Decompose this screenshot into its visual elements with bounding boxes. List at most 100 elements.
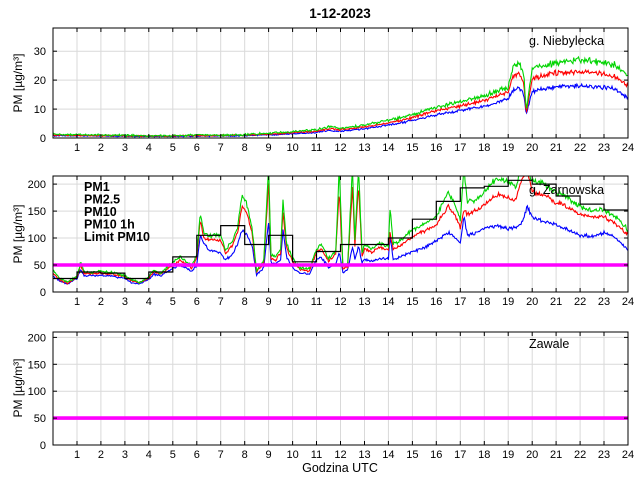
station-label-zawale: Zawale [529,337,569,351]
x-tick-label: 8 [242,142,248,154]
tick-labels: 1 2 3 4 5 6 7 8 9 10 11 12 13 14 15 16 17 18 19 20 21 22 23 240… [28,179,634,308]
y-tick-label: 50 [34,260,46,272]
x-tick-label: 3 [122,449,128,461]
x-tick-label: 5 [170,449,176,461]
y-tick-label: 150 [28,359,46,371]
x-tick-label: 21 [550,449,562,461]
x-tick-label: 18 [478,142,490,154]
x-tick-label: 20 [526,296,538,308]
y-tick-label: 100 [28,233,46,245]
x-tick-label: 9 [266,449,272,461]
x-tick-label: 21 [550,142,562,154]
x-tick-label: 11 [311,142,322,154]
y-tick-label: 30 [34,46,46,58]
x-tick-label: 20 [526,142,538,154]
legend-item-pm2-5: PM2.5 [84,193,120,207]
x-tick-label: 4 [146,296,152,308]
subplot-1: 1 2 3 4 5 6 7 8 9 10 11 12 13 14 15 16 17 18 19 20 21 22 23 240… [34,27,634,154]
y-axis-label-2: PM [µg/m³] [11,205,25,264]
x-tick-label: 22 [574,296,586,308]
legend: PM1 PM2.5 PM10 PM10 1h Limit PM10 [84,180,150,244]
x-tick-label: 2 [98,449,104,461]
x-tick-label: 19 [502,449,514,461]
x-tick-label: 24 [622,296,634,308]
axis-ticks [53,28,629,139]
legend-item-pm1: PM1 [84,180,110,194]
station-label-zarnowska: g. Zarnowska [529,183,604,197]
x-tick-label: 12 [334,449,346,461]
axis-ticks [53,332,629,446]
x-tick-label: 7 [218,449,224,461]
x-tick-label: 3 [122,142,128,154]
x-tick-label: 9 [266,296,272,308]
x-tick-label: 19 [502,142,514,154]
y-tick-label: 200 [28,332,46,344]
x-tick-label: 24 [622,142,634,154]
figure-title: 1-12-2023 [309,6,371,21]
x-tick-label: 16 [430,142,442,154]
y-tick-label: 10 [34,104,46,116]
x-tick-label: 13 [358,296,370,308]
x-tick-label: 1 [74,142,80,154]
x-tick-label: 16 [430,296,442,308]
x-tick-label: 15 [406,449,418,461]
subplot-2: 1 2 3 4 5 6 7 8 9 10 11 12 13 14 15 16 17 18 19 20 21 22 23 240… [28,175,634,308]
x-tick-label: 15 [406,296,418,308]
x-tick-label: 5 [170,142,176,154]
pm10-1h-step-line [53,179,628,280]
x-tick-label: 12 [334,142,346,154]
x-tick-label: 7 [218,142,224,154]
x-tick-label: 3 [122,296,128,308]
plots-layer: 1 2 3 4 5 6 7 8 9 10 11 12 13 14 15 16 17 18 19 20 21 22 23 240… [28,27,634,461]
x-tick-label: 17 [454,142,466,154]
x-tick-label: 5 [170,296,176,308]
y-axis-label-3: PM [µg/m³] [11,359,25,418]
x-tick-label: 12 [334,296,346,308]
x-tick-label: 10 [286,296,298,308]
x-tick-label: 17 [454,296,466,308]
x-tick-label: 18 [478,449,490,461]
y-tick-label: 0 [40,440,46,452]
y-tick-label: 0 [40,287,46,299]
x-tick-label: 18 [478,296,490,308]
x-tick-label: 2 [98,142,104,154]
x-tick-label: 17 [454,449,466,461]
x-tick-label: 2 [98,296,104,308]
x-tick-label: 24 [622,449,634,461]
x-tick-label: 11 [311,449,322,461]
x-tick-label: 4 [146,449,152,461]
x-tick-label: 8 [242,449,248,461]
x-tick-label: 8 [242,296,248,308]
x-tick-label: 21 [550,296,562,308]
y-tick-label: 0 [40,133,46,145]
x-tick-label: 14 [382,296,394,308]
x-tick-label: 16 [430,449,442,461]
station-label-niebylecka: g. Niebylecka [529,34,604,48]
x-tick-label: 6 [194,296,200,308]
x-tick-label: 22 [574,142,586,154]
x-tick-label: 15 [406,142,418,154]
x-axis-label: Godzina UTC [302,461,378,475]
y-tick-label: 200 [28,179,46,191]
legend-item-pm10-1h: PM10 1h [84,218,135,232]
x-tick-label: 1 [74,449,80,461]
axis-ticks [53,176,629,293]
subplot-3: 1 2 3 4 5 6 7 8 9 10 11 12 13 14 15 16 17 18 19 20 21 22 23 240… [28,331,634,461]
x-tick-label: 13 [358,142,370,154]
y-tick-label: 100 [28,386,46,398]
x-tick-label: 6 [194,142,200,154]
x-tick-label: 9 [266,142,272,154]
legend-item-pm10: PM10 [84,205,117,219]
x-tick-label: 10 [286,449,298,461]
x-tick-label: 10 [286,142,298,154]
x-tick-label: 1 [74,296,80,308]
x-tick-label: 22 [574,449,586,461]
x-tick-label: 13 [358,449,370,461]
x-tick-label: 14 [382,449,394,461]
y-tick-label: 20 [34,75,46,87]
y-tick-label: 150 [28,206,46,218]
x-tick-label: 6 [194,449,200,461]
y-tick-label: 50 [34,413,46,425]
series-layer [53,176,628,285]
